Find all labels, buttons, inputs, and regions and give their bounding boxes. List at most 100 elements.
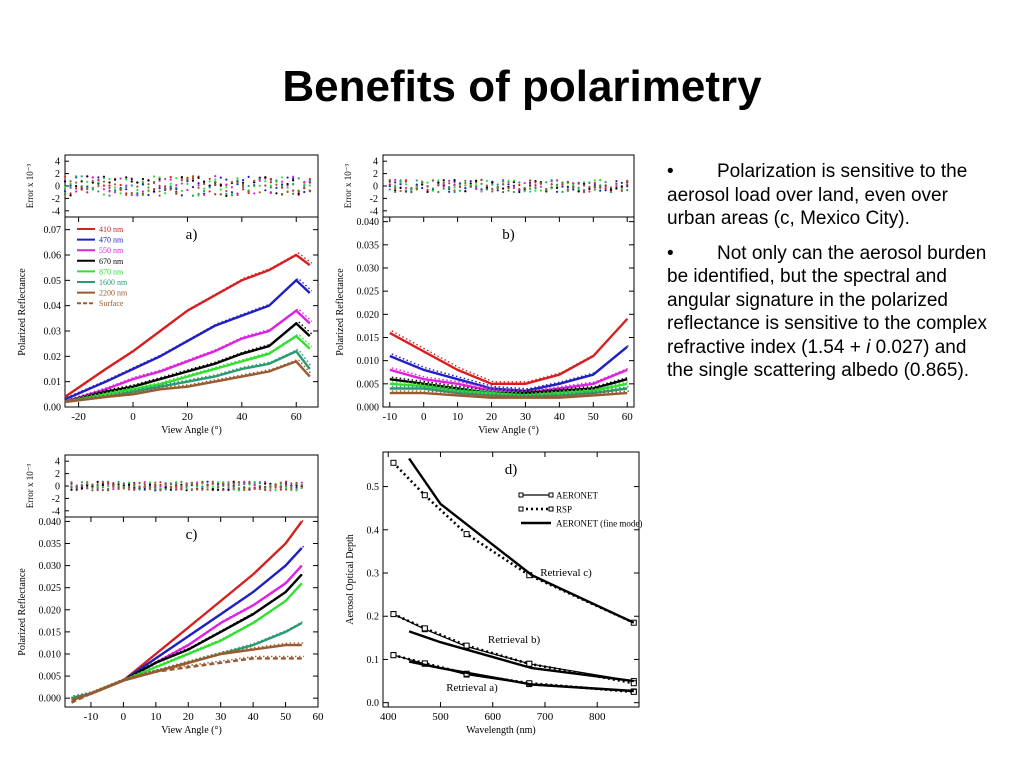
error-point xyxy=(410,191,413,194)
error-point xyxy=(582,189,586,192)
error-point xyxy=(108,194,111,197)
error-point xyxy=(253,179,256,182)
bullet-symbol: • xyxy=(667,242,674,264)
error-point xyxy=(458,185,462,189)
y-axis-label: Polarized Reflectance xyxy=(335,268,346,356)
error-point xyxy=(203,182,206,186)
error-point xyxy=(620,187,623,190)
error-point xyxy=(91,486,94,489)
error-tick-label: 0 xyxy=(373,182,378,193)
error-point xyxy=(528,190,532,193)
error-point xyxy=(577,182,580,185)
error-point xyxy=(236,177,239,180)
error-point xyxy=(290,482,293,485)
error-point xyxy=(152,187,156,191)
error-point xyxy=(102,176,106,180)
error-point xyxy=(620,181,623,184)
error-point xyxy=(258,488,262,491)
error-point xyxy=(588,187,591,190)
error-point xyxy=(247,175,250,179)
error-point xyxy=(169,485,173,488)
error-point xyxy=(175,177,178,180)
error-point xyxy=(280,180,284,183)
error-point xyxy=(164,188,167,191)
error-point xyxy=(475,184,478,187)
error-point xyxy=(394,185,397,189)
error-point xyxy=(588,190,591,193)
error-point xyxy=(286,176,289,179)
series-marker xyxy=(526,660,533,667)
error-point xyxy=(143,482,146,486)
error-point xyxy=(399,179,402,182)
y-tick-label: 0.010 xyxy=(39,649,62,660)
error-point xyxy=(609,188,613,191)
error-point xyxy=(138,486,141,489)
series-dots xyxy=(73,563,305,697)
error-point xyxy=(158,176,161,179)
x-tick-label: 10 xyxy=(452,411,464,423)
error-point xyxy=(453,180,456,183)
error-point xyxy=(512,179,515,182)
error-point xyxy=(507,187,510,190)
error-point xyxy=(86,484,89,487)
error-point xyxy=(117,483,120,486)
error-point xyxy=(308,190,311,193)
series-marker xyxy=(390,611,397,618)
y-tick-label: 0.025 xyxy=(357,287,380,298)
error-point xyxy=(211,482,214,485)
error-point xyxy=(284,480,288,483)
error-point xyxy=(566,185,569,189)
error-point xyxy=(127,488,131,491)
error-point xyxy=(279,483,282,486)
error-point xyxy=(158,186,161,190)
error-point xyxy=(269,186,272,189)
x-axis-label: View Angle (°) xyxy=(161,425,222,436)
error-point xyxy=(279,486,282,489)
error-point xyxy=(258,191,261,194)
error-point xyxy=(253,481,256,485)
error-point xyxy=(453,179,456,182)
error-point xyxy=(108,190,111,193)
error-point xyxy=(225,194,228,197)
error-point xyxy=(236,181,239,185)
error-point xyxy=(593,183,596,187)
error-point xyxy=(308,184,311,187)
error-point xyxy=(206,480,209,483)
series-dots xyxy=(66,307,313,401)
error-point xyxy=(237,483,241,487)
error-point xyxy=(112,485,115,488)
error-point xyxy=(169,186,172,190)
error-point xyxy=(300,481,303,484)
error-point xyxy=(211,485,214,488)
error-point xyxy=(96,488,99,491)
error-point xyxy=(295,482,298,485)
error-point xyxy=(208,177,211,180)
error-point xyxy=(86,487,89,490)
error-tick-label: 4 xyxy=(55,457,60,468)
error-point xyxy=(208,186,211,189)
error-point xyxy=(253,192,256,195)
error-point xyxy=(158,190,161,193)
error-point xyxy=(241,188,245,191)
error-point xyxy=(566,189,569,192)
error-point xyxy=(253,484,256,487)
error-point xyxy=(152,190,156,193)
error-point xyxy=(80,175,83,178)
error-point xyxy=(108,181,111,184)
error-point xyxy=(421,182,424,185)
bullet-italic: i xyxy=(866,336,871,358)
error-point xyxy=(180,175,183,179)
error-point xyxy=(222,488,225,492)
legend-label: AERONET (fine mode) xyxy=(556,519,642,529)
error-point xyxy=(154,487,157,491)
error-tick-label: -2 xyxy=(370,194,378,205)
error-point xyxy=(219,193,222,196)
error-point xyxy=(284,483,288,486)
error-point xyxy=(280,186,284,189)
error-point xyxy=(561,185,564,188)
error-point xyxy=(80,487,84,490)
error-point xyxy=(303,183,306,186)
error-point xyxy=(426,188,429,192)
error-point xyxy=(593,179,596,182)
